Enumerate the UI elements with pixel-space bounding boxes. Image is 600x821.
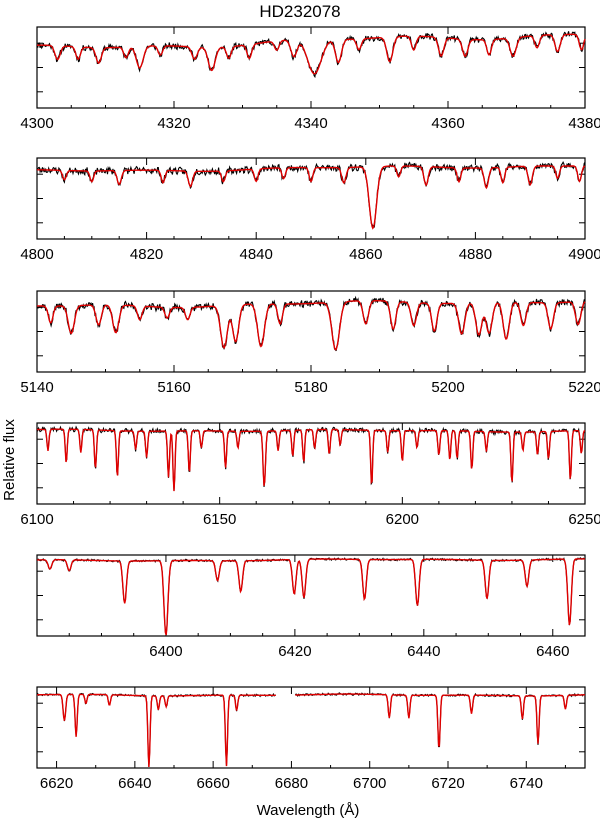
x-tick-label: 4820 (130, 246, 163, 263)
x-tick-label: 5160 (157, 379, 190, 396)
x-tick-label: 6150 (203, 511, 236, 528)
observed-spectrum-line (36, 692, 586, 768)
x-tick-label: 4880 (459, 246, 492, 263)
spectrum-panel-2: 4800 4820 4840 4860 4880 4900 (20, 157, 600, 263)
x-tick-label: 5180 (294, 379, 327, 396)
x-tick-label: 6660 (196, 775, 229, 792)
panel-frame (36, 157, 586, 240)
spectrum-panel-6: 6620 6640 6660 6680 6700 6720 6740 (36, 686, 586, 792)
observed-spectrum-line (36, 557, 586, 636)
model-spectrum-line (37, 300, 586, 351)
x-tick-label: 6620 (40, 775, 73, 792)
x-axis-label: Wavelength (Å) (257, 802, 360, 819)
model-spectrum-line (36, 165, 586, 230)
x-tick-label: 5140 (20, 379, 53, 396)
x-tick-label: 6100 (20, 511, 53, 528)
model-spectrum-line (37, 558, 585, 636)
model-spectrum-line (37, 33, 586, 75)
x-tick-label: 4900 (568, 246, 600, 263)
observed-spectrum-line (36, 160, 586, 229)
x-tick-label: 4800 (20, 246, 53, 263)
spectrum-panel-4: 6100 6150 6200 6250 (20, 422, 600, 528)
x-tick-label: 4340 (294, 115, 327, 132)
x-tick-label: 6700 (353, 775, 386, 792)
spectrum-panel-5: 6400 6420 6440 6460 (36, 554, 586, 660)
x-tick-label: 6420 (278, 643, 311, 660)
spectral-panels: 4300 4320 4340 4360 4380 4800 4820 4840 4860 4880… (20, 26, 600, 792)
x-tick-label: 6720 (431, 775, 464, 792)
model-spectrum-line (37, 428, 586, 492)
y-axis-label: Relative flux (1, 419, 18, 501)
x-tick-label: 6200 (386, 511, 419, 528)
x-tick-label: 4860 (349, 246, 382, 263)
spectrum-panel-1: 4300 4320 4340 4360 4380 (20, 26, 600, 132)
panel-frame (36, 554, 586, 637)
panel-frame (36, 686, 586, 769)
x-tick-label: 6250 (568, 511, 600, 528)
spectrum-panel-3: 5140 5160 5180 5200 5220 (20, 290, 600, 396)
x-tick-label: 4380 (568, 115, 600, 132)
x-tick-label: 6740 (510, 775, 543, 792)
x-tick-label: 6640 (118, 775, 151, 792)
x-tick-label: 6400 (149, 643, 182, 660)
model-spectrum-line (37, 693, 585, 768)
x-tick-label: 6460 (536, 643, 569, 660)
x-tick-label: 5220 (568, 379, 600, 396)
x-tick-label: 5200 (431, 379, 464, 396)
x-tick-label: 4320 (157, 115, 190, 132)
x-tick-label: 4360 (431, 115, 464, 132)
x-tick-label: 4840 (240, 246, 273, 263)
x-tick-label: 4300 (20, 115, 53, 132)
chart-title: HD232078 (259, 2, 340, 21)
x-tick-label: 6680 (275, 775, 308, 792)
x-tick-label: 6440 (407, 643, 440, 660)
